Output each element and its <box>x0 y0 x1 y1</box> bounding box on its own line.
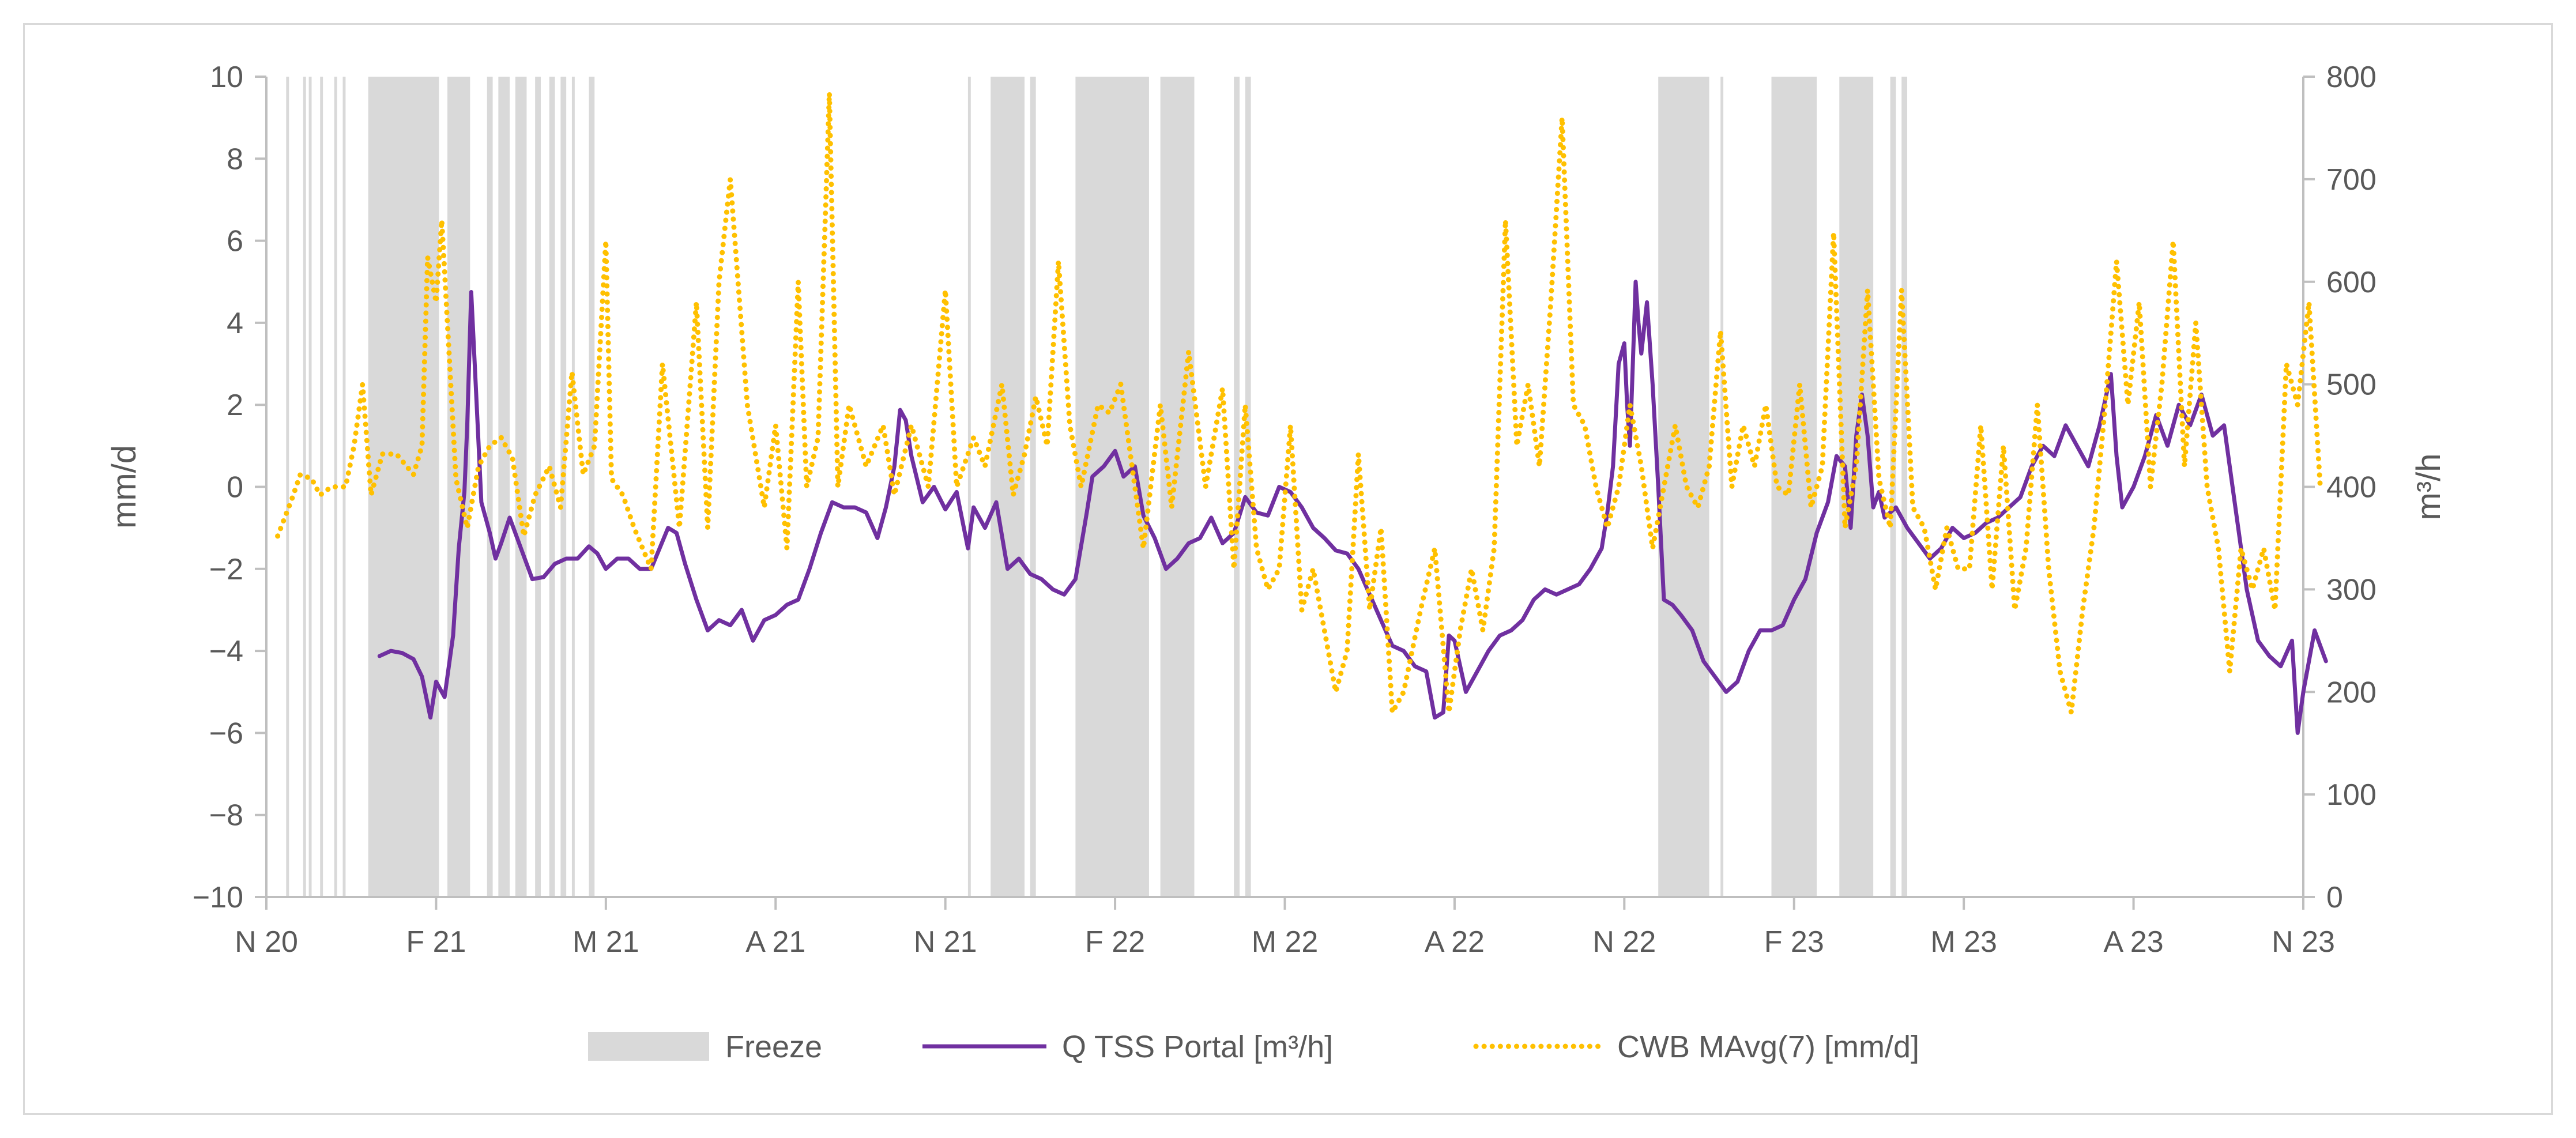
x-tick-label: N 23 <box>2272 925 2335 959</box>
x-tick-label: F 22 <box>1085 925 1145 959</box>
freeze-bands <box>286 77 1908 897</box>
x-tick-label: A 23 <box>2104 925 2164 959</box>
y-right-tick-label: 700 <box>2326 163 2377 197</box>
legend-label-q-tss: Q TSS Portal [m³/h] <box>1062 1030 1333 1064</box>
y-right-tick-label: 300 <box>2326 573 2377 606</box>
freeze-band <box>1839 77 1874 897</box>
legend-label-freeze: Freeze <box>725 1030 822 1064</box>
freeze-band <box>560 77 567 897</box>
y-left-tick-label: 2 <box>227 389 243 422</box>
x-tick-label: F 23 <box>1764 925 1824 959</box>
freeze-band <box>368 77 439 897</box>
y-left-tick-label: −8 <box>209 799 243 832</box>
y-right-tick-label: 400 <box>2326 471 2377 504</box>
freeze-band <box>447 77 470 897</box>
freeze-band <box>303 77 306 897</box>
y-right-tick-label: 600 <box>2326 266 2377 299</box>
y-left-tick-label: −2 <box>209 553 243 586</box>
y-right-tick-label: 800 <box>2326 61 2377 94</box>
legend-label-cwb: CWB MAvg(7) [mm/d] <box>1617 1030 1919 1064</box>
y-right-tick-label: 0 <box>2326 881 2343 914</box>
y-left-tick-label: 10 <box>210 61 243 94</box>
y-left-tick-label: −4 <box>209 635 243 668</box>
x-tick-label: F 21 <box>406 925 466 959</box>
freeze-band <box>487 77 493 897</box>
freeze-band <box>1658 77 1709 897</box>
freeze-band <box>1890 77 1896 897</box>
freeze-band <box>549 77 555 897</box>
y-right-tick-label: 100 <box>2326 778 2377 812</box>
x-tick-label: N 21 <box>914 925 977 959</box>
x-tick-label: A 21 <box>745 925 805 959</box>
x-tick-label: M 22 <box>1252 925 1319 959</box>
x-tick-label: A 22 <box>1425 925 1485 959</box>
y-right-tick-label: 500 <box>2326 368 2377 402</box>
y-left-tick-label: −10 <box>193 881 243 914</box>
x-tick-label: N 22 <box>1592 925 1656 959</box>
q-tss-line <box>377 280 2328 735</box>
freeze-band <box>1234 77 1240 897</box>
freeze-band <box>1720 77 1724 897</box>
y-left-tick-label: −6 <box>209 717 243 750</box>
freeze-band <box>1160 77 1195 897</box>
freeze-band <box>1245 77 1251 897</box>
y-left-tick-label: 6 <box>227 225 243 258</box>
freeze-band <box>571 77 575 897</box>
y-left-tick-label: 0 <box>227 471 243 504</box>
chart-frame <box>23 23 2553 1115</box>
freeze-band <box>286 77 289 897</box>
freeze-band <box>589 77 595 897</box>
y-left-axis-title: mm/d <box>106 445 143 529</box>
legend: Freeze Q TSS Portal [m³/h] CWB MAvg(7) [mm… <box>588 1030 1919 1064</box>
freeze-band <box>320 77 323 897</box>
y-left-tick-label: 8 <box>227 142 243 176</box>
legend-swatch-freeze <box>588 1032 709 1061</box>
x-tick-label: N 20 <box>235 925 298 959</box>
cwb-line <box>275 91 2323 715</box>
y-left-tick-label: 4 <box>227 307 243 340</box>
freeze-band <box>1030 77 1036 897</box>
y-right-axis-title: m³/h <box>2410 454 2447 521</box>
x-tick-label: M 23 <box>1930 925 1997 959</box>
freeze-band <box>498 77 510 897</box>
y-right-tick-label: 200 <box>2326 676 2377 709</box>
freeze-band <box>967 77 971 897</box>
x-tick-label: M 21 <box>573 925 639 959</box>
freeze-band <box>991 77 1025 897</box>
q-tss-series <box>377 280 2328 735</box>
cwb-series <box>275 91 2323 715</box>
freeze-band <box>1901 77 1908 897</box>
freeze-band <box>515 77 527 897</box>
freeze-band <box>308 77 312 897</box>
axes: −10−8−6−4−202468100100200300400500600700… <box>106 61 2447 959</box>
